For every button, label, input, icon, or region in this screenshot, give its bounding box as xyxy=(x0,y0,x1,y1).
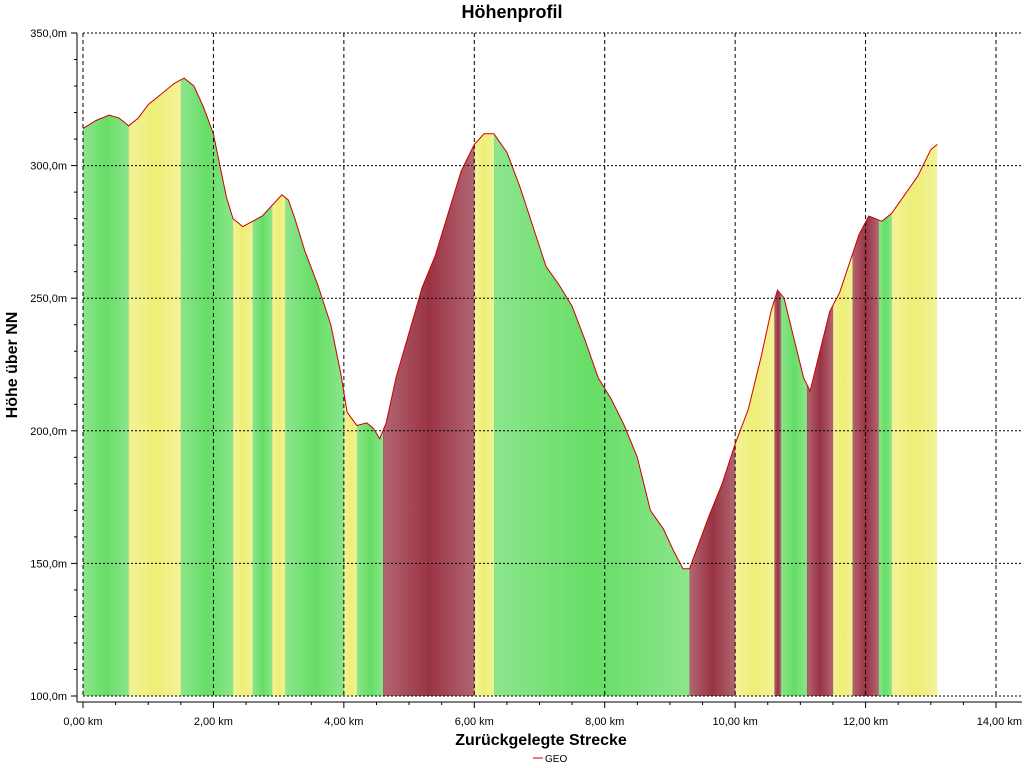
x-tick-label: 4,00 km xyxy=(324,716,363,728)
x-tick-label: 0,00 km xyxy=(63,716,102,728)
band-maroon xyxy=(689,78,736,696)
band-yellow xyxy=(233,78,254,696)
band-green xyxy=(180,78,234,696)
x-tick-label: 2,00 km xyxy=(194,716,233,728)
y-tick-label: 250,0m xyxy=(30,293,67,305)
band-green xyxy=(252,78,273,696)
x-tick-label: 14,00 km xyxy=(977,716,1022,728)
x-tick-label: 8,00 km xyxy=(585,716,624,728)
tick-labels: 100,0m 150,0m 200,0m 250,0m 300,0m 350,0m 0,00… xyxy=(30,28,1022,728)
band-maroon xyxy=(806,78,834,696)
series-line xyxy=(82,77,938,570)
y-tick-label: 350,0m xyxy=(30,28,67,40)
band-yellow xyxy=(343,78,358,696)
axes xyxy=(71,32,1022,708)
band-green xyxy=(285,78,345,696)
chart-title: Höhenprofil xyxy=(461,2,563,22)
y-tick-label: 150,0m xyxy=(30,558,67,570)
legend-label-geo: GEO xyxy=(545,754,567,765)
band-green xyxy=(83,78,130,696)
band-green xyxy=(878,78,893,696)
band-green xyxy=(780,78,808,696)
y-tick-label: 300,0m xyxy=(30,161,67,173)
y-tick-label: 100,0m xyxy=(30,691,67,703)
band-yellow xyxy=(474,78,495,696)
band-yellow xyxy=(891,78,938,696)
band-green xyxy=(356,78,384,696)
x-tick-label: 6,00 km xyxy=(455,716,494,728)
y-axis-title: Höhe über NN xyxy=(4,312,21,419)
series-line-geo xyxy=(82,77,938,570)
band-maroon xyxy=(383,78,475,696)
x-tick-label: 10,00 km xyxy=(713,716,758,728)
grid-lines xyxy=(82,32,1022,697)
x-axis-title: Zurückgelegte Strecke xyxy=(455,732,627,749)
color-bands xyxy=(83,78,938,696)
band-maroon xyxy=(774,78,782,696)
band-green xyxy=(493,78,691,696)
band-yellow xyxy=(272,78,286,696)
band-yellow xyxy=(735,78,775,696)
band-yellow xyxy=(128,78,182,696)
y-tick-label: 200,0m xyxy=(30,426,67,438)
x-tick-label: 12,00 km xyxy=(843,716,888,728)
legend: GEO xyxy=(533,754,567,765)
band-yellow xyxy=(833,78,854,696)
